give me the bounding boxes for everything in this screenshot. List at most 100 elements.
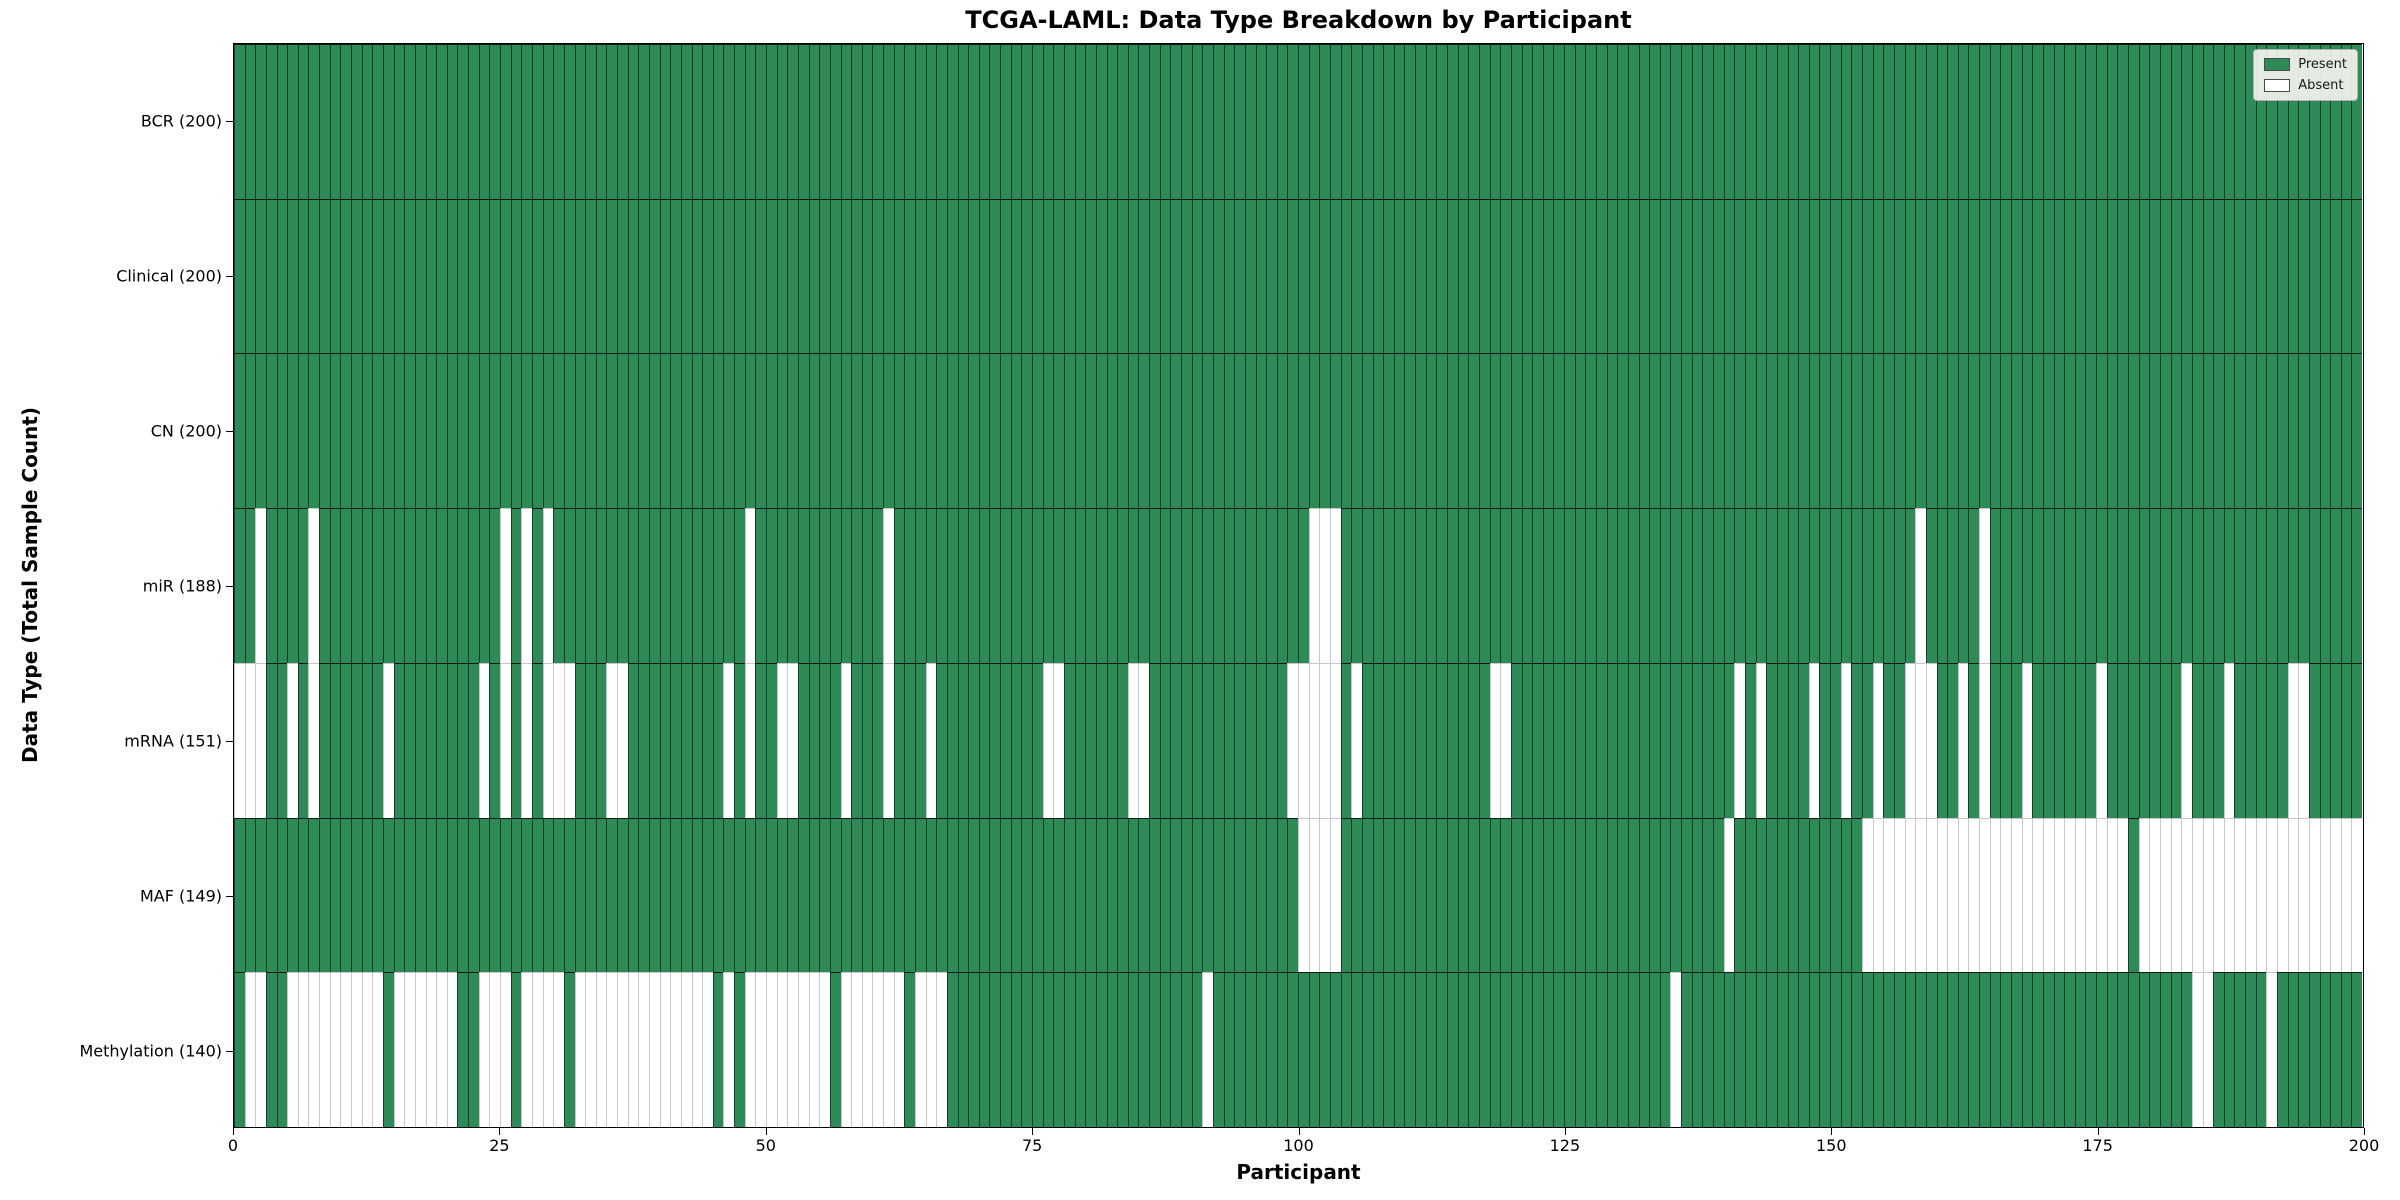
heatmap-cell — [702, 662, 713, 818]
heatmap-cell — [734, 972, 745, 1128]
heatmap-cell — [361, 508, 373, 663]
heatmap-cell — [2021, 662, 2033, 818]
heatmap-cell — [2149, 44, 2160, 199]
legend-present-swatch — [2264, 58, 2291, 71]
heatmap-cell — [968, 353, 979, 509]
heatmap-cell — [957, 972, 969, 1128]
heatmap-cell — [244, 44, 256, 199]
heatmap-cell — [1191, 44, 1203, 199]
heatmap-cell — [1819, 508, 1831, 663]
heatmap-cell — [2213, 44, 2224, 199]
heatmap-cell — [351, 817, 362, 973]
heatmap-cell — [457, 198, 469, 354]
heatmap-cell — [1138, 662, 1150, 818]
heatmap-cell — [1170, 508, 1182, 663]
heatmap-cell — [680, 972, 692, 1128]
heatmap-cell — [1681, 353, 1692, 509]
heatmap-cell — [1691, 662, 1703, 818]
heatmap-cell — [1904, 817, 1916, 973]
heatmap-cell — [648, 353, 660, 509]
heatmap-cell — [2255, 44, 2267, 199]
heatmap-cell — [382, 198, 394, 354]
heatmap-cell — [2032, 198, 2043, 354]
heatmap-cell — [1351, 662, 1362, 818]
heatmap-cell — [1627, 508, 1639, 663]
heatmap-cell — [393, 972, 405, 1128]
heatmap-cell — [1223, 972, 1235, 1128]
heatmap-cell — [1734, 662, 1745, 818]
heatmap-cell — [2149, 353, 2160, 509]
heatmap-cell — [553, 353, 564, 509]
heatmap-cell — [2106, 972, 2118, 1128]
heatmap-cell — [287, 662, 298, 818]
heatmap-cell — [1893, 972, 1905, 1128]
heatmap-cell — [1500, 198, 1511, 354]
heatmap-cell — [2128, 198, 2139, 354]
heatmap-cell — [872, 508, 884, 663]
heatmap-cell — [2191, 817, 2203, 973]
heatmap-cell — [1319, 662, 1330, 818]
heatmap-cell — [1383, 44, 1394, 199]
heatmap-cell — [1415, 44, 1426, 199]
y-tick-mark — [226, 895, 233, 897]
heatmap-cell — [766, 44, 777, 199]
heatmap-cell — [861, 662, 873, 818]
heatmap-cell — [2234, 972, 2246, 1128]
heatmap-cell — [2021, 44, 2033, 199]
heatmap-cell — [1787, 972, 1799, 1128]
heatmap-cell — [978, 198, 990, 354]
heatmap-cell — [2159, 972, 2171, 1128]
heatmap-cell — [1659, 972, 1671, 1128]
heatmap-cell — [1234, 44, 1245, 199]
heatmap-cell — [723, 508, 735, 663]
heatmap-cell — [563, 972, 575, 1128]
heatmap-cell — [1936, 508, 1948, 663]
heatmap-cell — [521, 44, 532, 199]
heatmap-cell — [1638, 353, 1650, 509]
heatmap-cell — [1244, 817, 1256, 973]
heatmap-cell — [2085, 662, 2097, 818]
heatmap-cell — [297, 44, 309, 199]
heatmap-cell — [659, 508, 671, 663]
heatmap-cell — [308, 817, 320, 973]
heatmap-cell — [1149, 353, 1160, 509]
heatmap-cell — [2340, 972, 2352, 1128]
heatmap-cell — [2298, 817, 2309, 973]
heatmap-cell — [2213, 972, 2224, 1128]
heatmap-cell — [861, 817, 873, 973]
heatmap-cell — [904, 44, 915, 199]
heatmap-cell — [1095, 44, 1107, 199]
heatmap-cell — [1553, 972, 1565, 1128]
heatmap-cell — [893, 353, 905, 509]
heatmap-cell — [787, 353, 798, 509]
heatmap-cell — [840, 353, 852, 509]
heatmap-cell — [1596, 198, 1607, 354]
heatmap-cell — [1670, 44, 1682, 199]
heatmap-cell — [1776, 198, 1788, 354]
heatmap-cell — [1223, 198, 1235, 354]
heatmap-cell — [1670, 972, 1682, 1128]
heatmap-cell — [457, 662, 469, 818]
heatmap-cell — [1372, 44, 1384, 199]
heatmap-cell — [1649, 508, 1660, 663]
heatmap-cell — [1468, 198, 1479, 354]
heatmap-cell — [744, 353, 756, 509]
heatmap-cell — [351, 972, 362, 1128]
heatmap-cell — [414, 508, 426, 663]
heatmap-cell — [510, 508, 522, 663]
heatmap-cell — [319, 198, 330, 354]
heatmap-cell — [2096, 508, 2107, 663]
heatmap-cell — [1606, 198, 1618, 354]
heatmap-cell — [755, 198, 767, 354]
heatmap-cell — [1979, 353, 1990, 509]
heatmap-cell — [542, 662, 554, 818]
heatmap-cell — [361, 353, 373, 509]
heatmap-cell — [1670, 508, 1682, 663]
heatmap-row-MAF — [234, 817, 2363, 973]
heatmap-cell — [234, 508, 245, 663]
heatmap-cell — [946, 817, 958, 973]
heatmap-cell — [1404, 44, 1416, 199]
heatmap-cell — [1372, 353, 1384, 509]
heatmap-cell — [2032, 353, 2043, 509]
heatmap-cell — [595, 198, 607, 354]
